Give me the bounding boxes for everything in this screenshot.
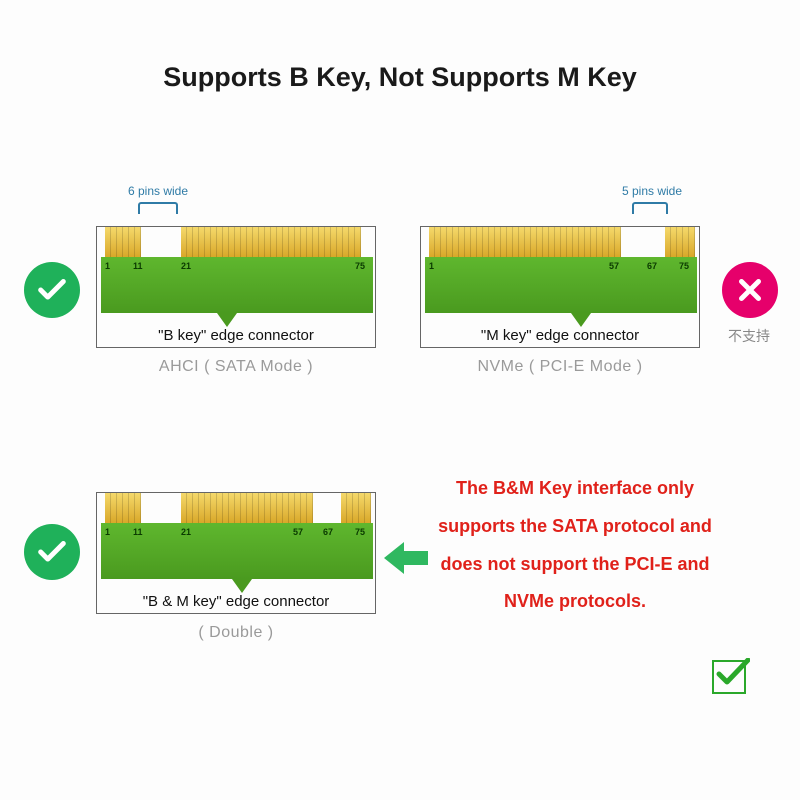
b-key-bracket-label: 6 pins wide xyxy=(118,184,198,198)
b-key-connector: 1 11 21 75 "B key" edge connector xyxy=(96,226,376,348)
b-key-caption: "B key" edge connector xyxy=(97,327,375,344)
bm-key-notch xyxy=(232,579,252,593)
b-key-pins-1 xyxy=(105,227,141,257)
m-key-pins-1 xyxy=(429,227,621,257)
check-badge-bkey xyxy=(24,262,80,318)
arrow-left-icon xyxy=(384,540,428,581)
no-support-label: 不支持 xyxy=(728,326,770,346)
check-icon xyxy=(35,535,69,569)
bm-key-pins-1 xyxy=(105,493,141,523)
checkbox-icon xyxy=(712,660,746,694)
b-key-mode: AHCI ( SATA Mode ) xyxy=(96,358,376,376)
bm-key-pins-2 xyxy=(181,493,313,523)
bm-key-caption: "B & M key" edge connector xyxy=(97,593,375,610)
m-key-bracket-label: 5 pins wide xyxy=(612,184,692,198)
check-icon xyxy=(35,273,69,307)
note-text: The B&M Key interface only supports the … xyxy=(430,470,720,621)
bm-key-cell: 1 11 21 57 67 75 "B & M key" edge connec… xyxy=(96,492,376,614)
b-key-cell: 6 pins wide 1 11 21 75 "B key" edge conn… xyxy=(96,226,376,348)
b-key-notch xyxy=(217,313,237,327)
check-badge-bmkey xyxy=(24,524,80,580)
b-key-bracket xyxy=(138,202,178,214)
page-title: Supports B Key, Not Supports M Key xyxy=(0,62,800,93)
cross-icon xyxy=(733,273,767,307)
m-key-pins-2 xyxy=(665,227,695,257)
m-key-mode: NVMe ( PCI-E Mode ) xyxy=(420,358,700,376)
m-key-notch xyxy=(571,313,591,327)
m-key-bracket xyxy=(632,202,668,214)
bm-key-pins-3 xyxy=(341,493,371,523)
m-key-connector: 1 57 67 75 "M key" edge connector xyxy=(420,226,700,348)
m-key-caption: "M key" edge connector xyxy=(421,327,699,344)
m-key-cell: 5 pins wide 1 57 67 75 "M key" edge conn… xyxy=(420,226,700,348)
b-key-pins-2 xyxy=(181,227,361,257)
bm-key-mode: ( Double ) xyxy=(96,624,376,642)
bm-key-connector: 1 11 21 57 67 75 "B & M key" edge connec… xyxy=(96,492,376,614)
cross-badge-mkey xyxy=(722,262,778,318)
